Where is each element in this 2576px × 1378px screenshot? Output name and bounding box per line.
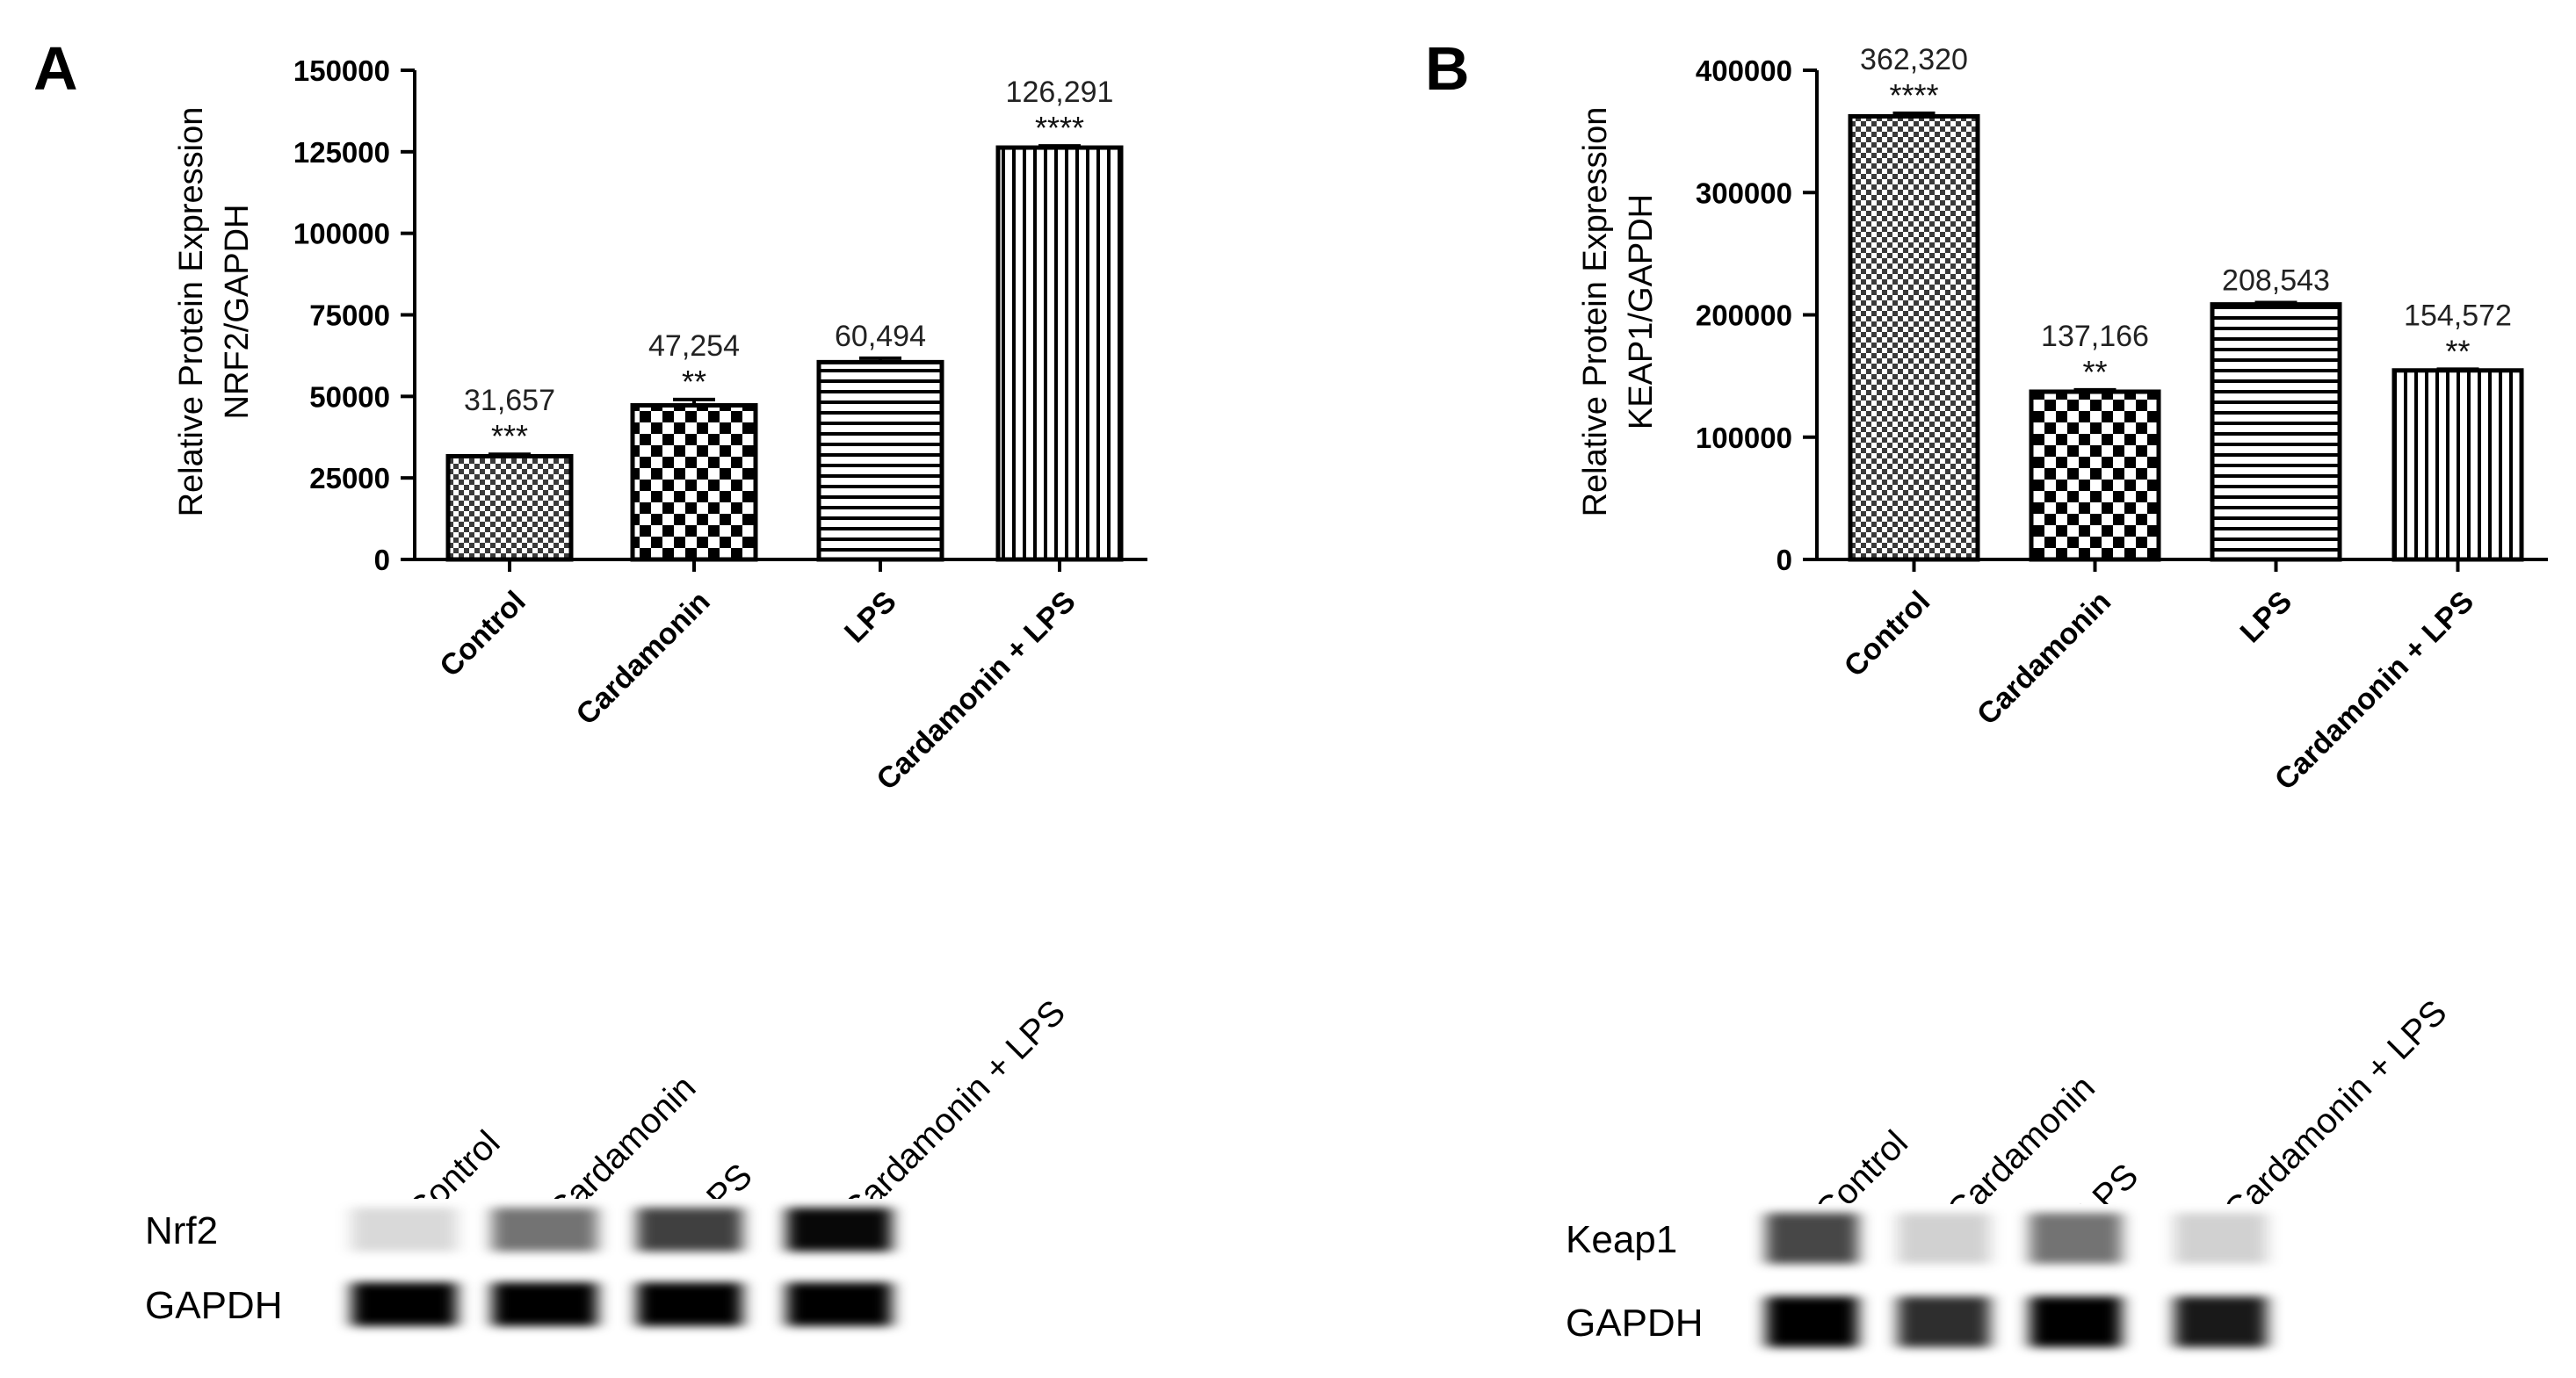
blot-band bbox=[492, 1282, 597, 1326]
blot-band bbox=[492, 1208, 597, 1252]
data-label: 60,494 bbox=[835, 320, 926, 353]
y-tick-label: 0 bbox=[374, 544, 390, 576]
y-axis-label-line-2: NRF2/GAPDH bbox=[219, 205, 256, 420]
data-label: 154,572 bbox=[2404, 299, 2512, 332]
bar bbox=[445, 453, 574, 562]
x-tick-label: LPS bbox=[838, 585, 903, 650]
significance-label: ** bbox=[2445, 333, 2470, 369]
y-tick-label: 200000 bbox=[1696, 299, 1792, 332]
significance-label: ** bbox=[682, 364, 706, 400]
y-axis-label-line-1: Relative Protein Expression bbox=[173, 107, 210, 517]
y-tick-label: 400000 bbox=[1696, 54, 1792, 87]
panel-b: B Relative Protein Expression KEAP1/GAPDH… bbox=[1425, 34, 2548, 1356]
blot-band bbox=[1766, 1213, 1858, 1264]
blot-band bbox=[637, 1208, 742, 1252]
panel-a-letter: A bbox=[33, 34, 78, 103]
data-label: 208,543 bbox=[2222, 264, 2330, 298]
y-tick-label: 100000 bbox=[293, 218, 390, 250]
x-tick-label: Cardamonin + LPS bbox=[2268, 585, 2480, 797]
data-label: 137,166 bbox=[2041, 320, 2149, 353]
blot-lane-label: Cardamonin + LPS bbox=[2217, 992, 2455, 1230]
significance-label: *** bbox=[491, 418, 528, 454]
blot-row-label: GAPDH bbox=[145, 1284, 282, 1327]
y-axis-label-line-2: KEAP1/GAPDH bbox=[1623, 194, 1660, 429]
y-tick-label: 100000 bbox=[1696, 422, 1792, 454]
significance-label: ** bbox=[2082, 354, 2107, 390]
y-tick-label: 75000 bbox=[309, 299, 390, 332]
blot-band bbox=[2174, 1213, 2267, 1264]
bar bbox=[630, 403, 758, 562]
x-tick-label: Control bbox=[433, 585, 532, 683]
data-label: 362,320 bbox=[1860, 43, 1968, 76]
bar bbox=[2391, 368, 2524, 562]
blot-band bbox=[2030, 1213, 2122, 1264]
blot-band bbox=[1898, 1213, 1990, 1264]
blot-band bbox=[351, 1208, 457, 1252]
data-label: 47,254 bbox=[648, 329, 740, 363]
y-tick-label: 125000 bbox=[293, 136, 390, 169]
y-tick-label: 25000 bbox=[309, 462, 390, 494]
blot-band bbox=[786, 1208, 892, 1252]
data-label: 31,657 bbox=[464, 384, 555, 417]
bar bbox=[1848, 113, 1980, 562]
bar bbox=[816, 359, 944, 562]
blot-row-label: Keap1 bbox=[1566, 1218, 1677, 1261]
significance-label: **** bbox=[1889, 77, 1938, 113]
blot-row-label: GAPDH bbox=[1566, 1302, 1703, 1345]
x-tick-label: Control bbox=[1838, 585, 1936, 683]
blot-band bbox=[1766, 1296, 1858, 1347]
blot-band bbox=[2174, 1296, 2267, 1347]
blot-band bbox=[637, 1282, 742, 1326]
panel-b-chart: Relative Protein Expression KEAP1/GAPDH 0 1… bbox=[1577, 43, 2548, 797]
bar bbox=[995, 145, 1124, 562]
blot-band bbox=[786, 1282, 892, 1326]
blot-band bbox=[2030, 1296, 2122, 1347]
data-label: 126,291 bbox=[1006, 76, 1114, 109]
panel-a: A Relative Protein Expression NRF2/GAPDH 0… bbox=[33, 34, 1147, 1335]
bar bbox=[2210, 302, 2342, 562]
blot-lane-label: Cardamonin + LPS bbox=[835, 992, 1073, 1230]
x-tick-label: LPS bbox=[2234, 585, 2299, 650]
panel-b-letter: B bbox=[1425, 34, 1470, 103]
significance-label: **** bbox=[1035, 110, 1084, 146]
blot-band bbox=[351, 1282, 457, 1326]
y-tick-label: 300000 bbox=[1696, 177, 1792, 209]
x-tick-label: Cardamonin bbox=[570, 585, 717, 732]
y-axis-label-line-1: Relative Protein Expression bbox=[1577, 107, 1614, 517]
x-tick-label: Cardamonin bbox=[1971, 585, 2117, 732]
x-tick-label: Cardamonin + LPS bbox=[870, 585, 1082, 797]
blot-row-label: Nrf2 bbox=[145, 1209, 218, 1252]
panel-a-chart: Relative Protein Expression NRF2/GAPDH 0 25… bbox=[173, 54, 1147, 797]
bar bbox=[2029, 389, 2161, 562]
blot-band bbox=[1898, 1296, 1990, 1347]
y-tick-label: 150000 bbox=[293, 54, 390, 87]
y-tick-label: 0 bbox=[1776, 544, 1792, 576]
y-tick-label: 50000 bbox=[309, 380, 390, 413]
